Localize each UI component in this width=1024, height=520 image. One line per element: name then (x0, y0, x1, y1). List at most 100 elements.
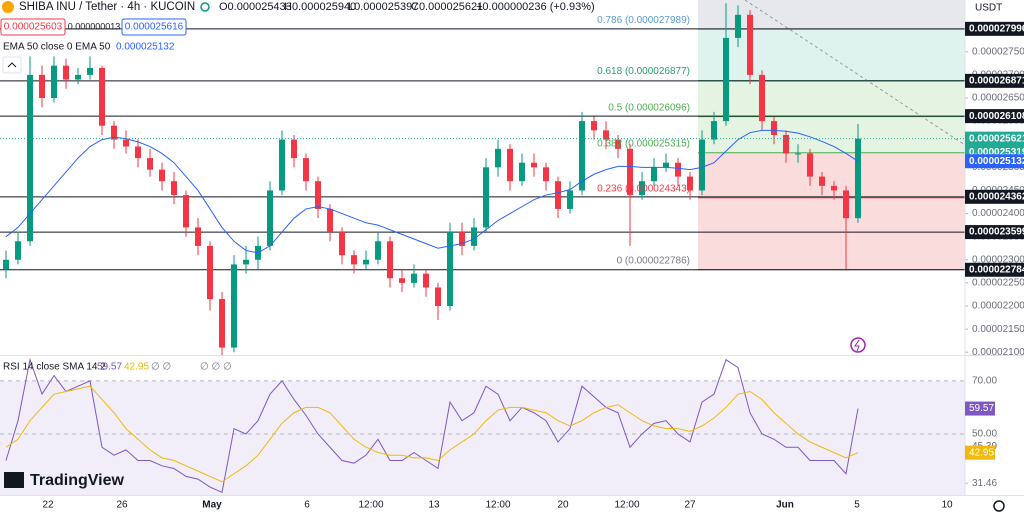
symbol-icon (2, 1, 14, 13)
price-mark: 0.000025319 (969, 147, 1024, 158)
candle-body (315, 181, 321, 209)
candle-body (627, 148, 633, 196)
y-tick-label: 0.0000210000 (972, 347, 1024, 358)
candle-body (375, 241, 381, 260)
candle-body (15, 241, 21, 260)
fib-zone (698, 29, 965, 81)
spread: 0.000000013 (68, 21, 121, 31)
candle-body (3, 259, 9, 270)
settings-icon[interactable] (993, 500, 1005, 512)
candle-body (819, 176, 825, 186)
fib-label: 0 (0.000022786) (617, 255, 690, 266)
candle-body (663, 162, 669, 168)
ask-price[interactable]: 0.000025616 (125, 22, 184, 33)
market-status (200, 2, 210, 12)
candle-body (507, 148, 513, 182)
fib-label: 0.382 (0.000025315) (597, 138, 690, 149)
candle-body (75, 74, 81, 80)
candle-body (603, 130, 609, 140)
level-label-box (965, 262, 1024, 277)
symbol-title[interactable]: SHIBA INU / Tether · 4h · KUCOIN (19, 1, 195, 13)
rsi-value-box (965, 445, 995, 460)
ohlc-high: H0.000025940 (284, 1, 356, 13)
level-label: 0.000027996 (969, 23, 1024, 34)
y-tick-label: 0.0000220000 (972, 301, 1024, 312)
candle-body (639, 181, 645, 196)
ohlc-close: C0.000025621 (411, 1, 483, 13)
rsi-value: 59.57 (969, 403, 994, 414)
candle-body (411, 273, 417, 283)
candle-body (363, 259, 369, 265)
level-label-box (965, 189, 1024, 204)
candle-body (651, 167, 657, 182)
rsi-value-box (965, 401, 995, 416)
candle-body (159, 169, 165, 182)
candle-body (567, 190, 573, 209)
fib-zone (698, 197, 965, 270)
level-label-box (965, 109, 1024, 124)
sma-legend-value: 42.95 (124, 362, 149, 373)
time-label: 10 (941, 500, 953, 511)
alert-bolt (854, 339, 860, 352)
candle-body (843, 190, 849, 219)
candle-body (495, 148, 501, 168)
candle-body (303, 158, 309, 182)
rsi-tick-label: 70.00 (972, 376, 997, 387)
candle-body (195, 227, 201, 246)
fib-zone (698, 152, 965, 198)
sell-button[interactable] (0, 18, 66, 36)
candle-body (399, 278, 405, 283)
level-label: 0.000022784 (969, 264, 1024, 275)
y-tick-label: 0.0000215000 (972, 324, 1024, 335)
candle-body (699, 139, 705, 191)
level-label: 0.000026108 (969, 111, 1024, 122)
trend-line (744, 0, 966, 146)
buy-button[interactable] (121, 18, 187, 36)
candle-body (423, 273, 429, 288)
candle-body (111, 125, 117, 140)
level-label: 0.000026871 (969, 75, 1024, 86)
candle-body (279, 139, 285, 191)
candle-body (711, 121, 717, 140)
collapse-button[interactable] (2, 56, 22, 74)
ema-value-box (965, 154, 1024, 169)
time-label: 12:00 (614, 500, 639, 511)
candle-body (207, 245, 213, 300)
candle-body (471, 227, 477, 246)
candle-body (483, 167, 489, 228)
bid-price[interactable]: 0.000025603 (4, 22, 63, 33)
time-label: 20 (557, 500, 569, 511)
candle-body (447, 232, 453, 307)
rsi-tick-label: 50.00 (972, 429, 997, 440)
candle-body (771, 121, 777, 135)
rsi-tick-label: 31.46 (972, 478, 997, 489)
candle-body (351, 255, 357, 265)
ema-legend: EMA 50 close 0 EMA 50 (3, 42, 111, 53)
candle-body (759, 74, 765, 122)
time-label: May (202, 500, 222, 511)
candle-body (171, 181, 177, 196)
time-label: 27 (684, 500, 696, 511)
collapse-icon (7, 62, 17, 68)
candle-body (99, 67, 105, 126)
y-tick-label: 0.0000230000 (972, 254, 1024, 265)
candle-body (327, 208, 333, 233)
rsi-legend-extra: ∅ ∅ ∅ (200, 362, 232, 373)
candle-body (531, 162, 537, 168)
candle-body (855, 138, 861, 219)
candle-body (675, 162, 681, 177)
ema-value: 0.000025132 (969, 156, 1024, 167)
candle-body (291, 139, 297, 159)
candle-body (615, 139, 621, 149)
candle-body (339, 232, 345, 256)
candle-body (219, 299, 225, 348)
level-label: 0.000023599 (969, 227, 1024, 238)
candle-body (147, 158, 153, 170)
time-label: 13 (428, 500, 440, 511)
logo-mark (4, 472, 24, 488)
candle-body (687, 176, 693, 191)
candle-body (387, 241, 393, 279)
alert-icon[interactable] (850, 337, 866, 353)
candle-body (807, 153, 813, 177)
